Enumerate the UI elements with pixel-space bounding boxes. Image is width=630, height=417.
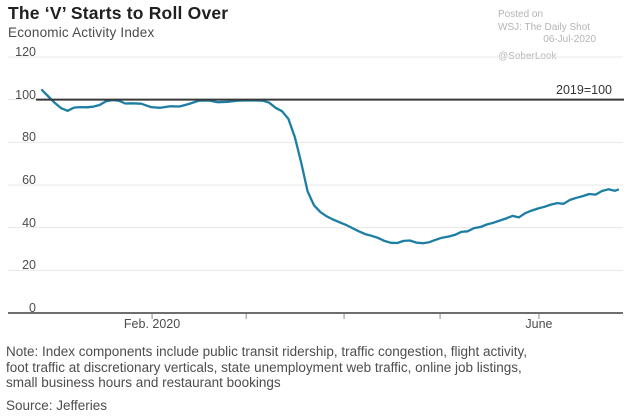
y-axis-tick-label: 100 (15, 87, 36, 102)
posted-meta-block: Posted on WSJ: The Daily Shot 06-Jul-202… (498, 9, 596, 63)
x-axis-tick-label: June (525, 317, 553, 331)
activity-index-line (40, 88, 620, 245)
y-axis-tick-label: 20 (22, 258, 36, 273)
publication-label: WSJ: The Daily Shot (498, 21, 591, 33)
twitter-handle: @SoberLook (498, 50, 557, 62)
x-axis-tick-label: Feb. 2020 (123, 317, 181, 331)
y-axis-tick-label: 80 (22, 130, 36, 145)
chart-title: The ‘V’ Starts to Roll Over (8, 3, 229, 23)
y-axis-tick-label: 120 (15, 45, 36, 59)
reference-line-label: 2019=100 (556, 83, 612, 97)
chart-subtitle: Economic Activity Index (8, 25, 155, 40)
chart-source: Source: Jefferies (6, 398, 108, 413)
posted-date: 06-Jul-2020 (543, 34, 596, 45)
y-axis-tick-label: 40 (22, 215, 36, 230)
y-axis-tick-label: 60 (22, 173, 36, 187)
chart-note: Note: Index components include public tr… (6, 344, 528, 391)
posted-on-label: Posted on (498, 9, 544, 20)
y-axis-tick-label: 0 (29, 301, 36, 315)
